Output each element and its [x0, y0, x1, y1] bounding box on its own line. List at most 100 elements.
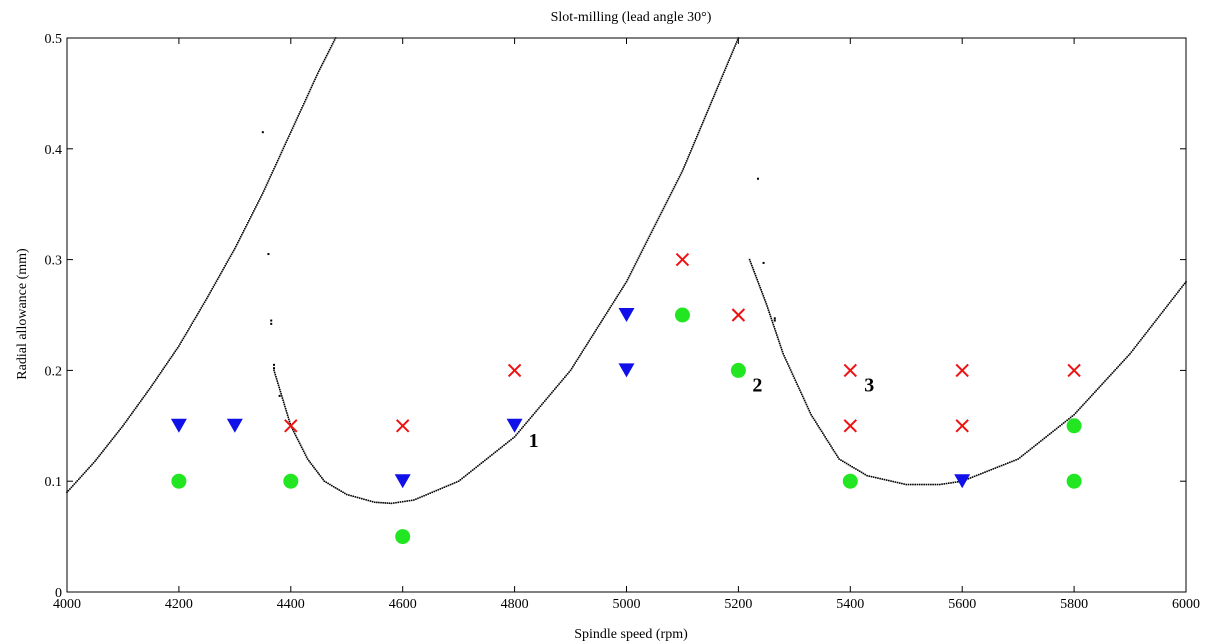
lobe-dot [99, 453, 102, 456]
lobe-dot [710, 101, 713, 104]
lobe-dot [1054, 429, 1056, 431]
lobe-dot [388, 502, 391, 505]
lobe-dot [732, 49, 735, 51]
plot-area-frame [66, 37, 1187, 593]
lobe-dot [595, 328, 597, 331]
lobe-dot [122, 425, 124, 427]
lobe-dot [529, 417, 532, 419]
lobe-dot [807, 407, 810, 410]
lobe-dot [1041, 438, 1044, 441]
lobe-dot [312, 82, 314, 85]
lobe-dot [622, 286, 624, 289]
lobe-dot [118, 430, 120, 432]
lobe-dot [269, 176, 272, 178]
lobe-dot [1108, 375, 1111, 378]
lobe-dot [164, 364, 167, 367]
lobe-dot [576, 358, 579, 361]
lobe-dot [849, 464, 852, 467]
stray-dot [773, 319, 776, 322]
lobe-dot [297, 115, 300, 117]
lobe-dot [285, 410, 288, 412]
lobe-dot [971, 476, 974, 478]
lobe-dot [713, 95, 715, 98]
lobe-dot [421, 495, 423, 498]
lobe-dot [246, 223, 248, 226]
lobe-dot [1144, 333, 1146, 336]
lobe-dot [283, 403, 286, 406]
lobe-dot [203, 301, 206, 303]
lobe-dot [286, 412, 288, 414]
lobe-dot [612, 301, 615, 303]
lobe-dot [717, 85, 719, 88]
lobe-dot [290, 129, 293, 131]
lobe-dot [688, 154, 691, 156]
lobe-dot [260, 196, 262, 198]
lobe-dot [984, 471, 986, 473]
lobe-dot [754, 272, 756, 275]
lobe-dot [793, 377, 796, 379]
lobe-dot [333, 39, 336, 41]
lobe-dot [419, 496, 421, 499]
lobe-dot [415, 498, 417, 500]
lobe-dot [279, 388, 281, 391]
lobe-dot [730, 53, 733, 55]
y-tick-label: 0 [55, 586, 62, 601]
lobe-dot [726, 63, 729, 65]
lobe-dot [244, 227, 246, 230]
lobe-dot [443, 486, 446, 488]
lobe-dot [788, 367, 791, 369]
lobe-dot [110, 440, 112, 442]
lobe-dot [276, 380, 279, 382]
lobe-dot [468, 472, 470, 474]
stray-dot [756, 177, 759, 180]
stray-dot [261, 131, 264, 134]
lobe-dot [663, 205, 666, 208]
x-tick-label: 5400 [836, 597, 864, 612]
lobe-dot [1138, 340, 1141, 343]
lobe-dot [707, 109, 709, 112]
lobe-dot [763, 297, 765, 299]
lobe-dot [1066, 419, 1068, 422]
lobe-dot [397, 501, 400, 504]
lobe-dot [494, 451, 497, 453]
lobe-dot [616, 295, 618, 298]
lobe-dot [348, 494, 350, 496]
lobe-dot [1178, 289, 1180, 292]
lobe-dot [275, 378, 278, 380]
lobe-dot [543, 400, 546, 402]
lobe-dot [303, 100, 306, 103]
lobe-dot [813, 419, 816, 422]
lobe-dot [459, 479, 462, 481]
lobe-dot [771, 321, 774, 324]
lobe-dot [518, 430, 520, 433]
lobe-dot [1062, 422, 1065, 424]
lobe-dot [832, 449, 835, 451]
lobe-dot [163, 366, 166, 369]
stray-dot [270, 322, 273, 325]
lobe-dot [303, 452, 306, 454]
lobe-dot [1134, 345, 1137, 348]
lobe-dot [932, 483, 934, 486]
lobe-dot [197, 312, 199, 315]
lobe-dot [304, 454, 307, 456]
lobe-dot [183, 335, 186, 338]
lobe-dot [473, 467, 476, 470]
lobe-dot [695, 137, 697, 140]
lobe-dot [795, 381, 798, 384]
lobe-dot [950, 482, 952, 484]
lobe-dot [313, 466, 315, 469]
lobe-dot [1137, 342, 1140, 345]
lobe-dot [713, 93, 716, 96]
lobe-dot [670, 191, 673, 194]
lobe-dot [390, 502, 393, 505]
lobe-dot [310, 86, 313, 89]
lobe-dot [566, 373, 569, 375]
lobe-dot [569, 369, 572, 372]
lobe-dot [1182, 284, 1185, 287]
lobe-dot [641, 249, 644, 251]
lobe-dot [464, 474, 467, 477]
lobe-dot [556, 384, 559, 387]
lobe-dot [187, 329, 189, 332]
lobe-dot [89, 465, 92, 467]
lobe-dot [759, 287, 762, 289]
